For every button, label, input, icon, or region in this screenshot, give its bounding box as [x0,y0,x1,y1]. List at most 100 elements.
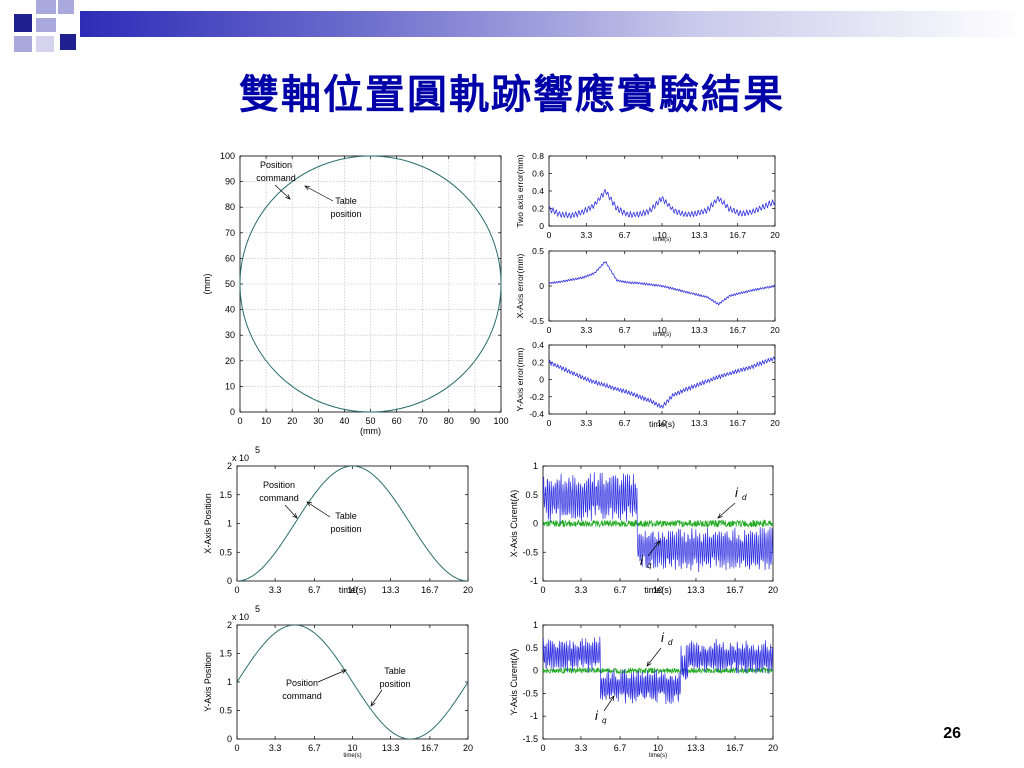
annotation-arrow [647,540,661,557]
annotation-arrow [284,504,298,519]
annotation-arrow-head [340,669,347,674]
x-tick-label: 60 [392,416,402,426]
y-tick-label: 0.4 [532,340,544,350]
slide-title: 雙軸位置圓軌跡響應實驗結果 [239,71,785,118]
x-tick-label: 16.7 [729,418,746,428]
chart-xpos: 0 3.3 6.7 10 13.3 16.7 20 0 0.5 1 1.5 2 time(s) X-Axi… [203,445,473,595]
annotation-table-position-2: position [379,679,410,689]
x-tick-label: 40 [339,416,349,426]
y-tick-label: 70 [225,228,235,238]
y-tick-label: 0.5 [532,246,544,256]
x-axis-label: time(s) [653,237,671,243]
y-tick-label: 10 [225,381,235,391]
y-tick-label: 1 [533,461,538,471]
x-tick-label: 3.3 [580,325,592,335]
axis-exponent: x 10 [232,453,249,463]
decor-square-2 [36,0,56,14]
y-axis-label: X-Axis Curent(A) [509,490,519,558]
x-tick-label: 13.3 [382,585,400,595]
y-tick-label: 100 [220,151,235,161]
x-tick-label: 20 [770,230,780,240]
annotation-position-command: Position [286,678,318,688]
series-line-iq [543,472,773,573]
annotation-arrow [603,695,615,712]
decor-square-5 [14,36,32,52]
decor-square-1 [14,14,32,32]
plot-frame [548,155,776,227]
x-tick-label: 30 [313,416,323,426]
x-tick-label: 16.7 [421,585,439,595]
x-tick-label: 10 [653,743,663,753]
x-tick-label: 100 [493,416,508,426]
annotation-arrow [304,185,334,202]
x-tick-label: 50 [365,416,375,426]
x-tick-label: 20 [770,418,780,428]
annotation-position-command: Position [260,160,292,170]
chart-erry: 0 3.3 6.7 10 13.3 16.7 20 -0.4 -0.2 0 0.2 0.4 time(s… [515,340,780,429]
y-tick-label: 2 [227,620,232,630]
x-tick-label: 20 [463,585,473,595]
x-tick-label: 6.7 [308,743,321,753]
y-axis-label: Y-Axis Position [203,652,213,712]
y-tick-label: 0 [539,281,544,291]
chart-errx: 0 3.3 6.7 10 13.3 16.7 20-0.500.5time(s)X-Axis… [515,246,780,338]
x-tick-label: 3.3 [575,743,588,753]
y-tick-label: 90 [225,177,235,187]
annotation-arrow [274,184,291,200]
annotation-arrow [646,647,662,667]
y-axis-label: Y-Axis Curent(A) [509,649,519,716]
annotation-table-position-2: position [330,524,361,534]
x-tick-label: 16.7 [729,325,746,335]
x-tick-label: 3.3 [269,743,282,753]
annotation-arrow [370,689,383,707]
y-tick-label: -0.5 [522,688,538,698]
annotation-id-sub: d [742,493,747,502]
x-tick-label: 10 [261,416,271,426]
x-axis-label: time(s) [339,585,367,595]
plot-frame [548,250,776,322]
y-axis-label: Y-Axis error(mm) [515,347,525,411]
series-line [237,625,468,739]
x-axis-label: time(s) [644,585,672,595]
y-axis-label: X-Axis Position [203,493,213,554]
x-tick-label: 13.3 [687,585,705,595]
series-line [549,261,775,306]
y-tick-label: -0.5 [522,547,538,557]
annotation-arrow [317,669,347,683]
y-tick-label: 80 [225,202,235,212]
annotation-arrow-head [306,501,312,507]
x-axis-label: time(s) [649,753,667,759]
y-tick-label: 0.5 [525,490,538,500]
annotation-iq-sub: q [602,716,607,725]
annotation-id-sub: d [668,638,673,647]
page-number: 26 [943,725,961,742]
annotation-position-command-2: command [256,173,296,183]
y-tick-label: 0 [539,375,544,385]
plot-frame [548,344,776,415]
x-tick-label: 3.3 [580,230,592,240]
x-tick-label: 0 [234,743,239,753]
x-tick-label: 3.3 [269,585,282,595]
annotation-arrow-head [646,661,652,667]
y-tick-label: 1 [227,519,232,529]
x-tick-label: 13.3 [687,743,705,753]
chart-ypos: 0 3.3 6.7 10 13.3 16.7 20 0 0.5 1 1.5 2 time(s) Y-Axi… [203,604,473,759]
x-tick-label: 0 [540,585,545,595]
y-axis-label: Two axis error(mm) [515,154,525,227]
y-tick-label: 0 [533,666,538,676]
axis-exponent-power: 5 [255,445,260,455]
annotation-table-position: Table [384,666,406,676]
y-tick-label: 0.2 [532,357,544,367]
x-tick-label: 20 [463,743,473,753]
annotation-arrow-head [304,185,311,191]
y-tick-label: 0 [533,519,538,529]
x-tick-label: 10 [657,230,667,240]
x-tick-label: 0 [540,743,545,753]
annotation-arrow-head [285,194,291,200]
series-line-id [543,666,773,675]
x-tick-label: 6.7 [619,418,631,428]
y-tick-label: 1 [227,677,232,687]
y-tick-label: -0.2 [529,392,544,402]
x-tick-label: 3.3 [580,418,592,428]
